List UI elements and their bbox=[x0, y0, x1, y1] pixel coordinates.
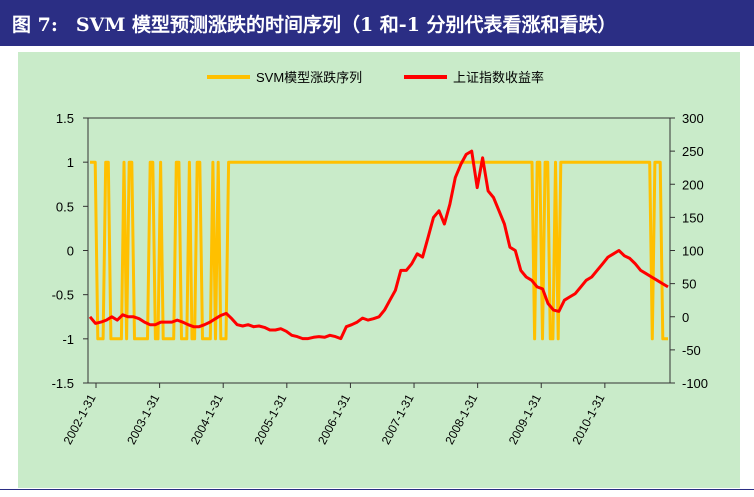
left-axis-tick-label: 0.5 bbox=[56, 199, 74, 214]
x-axis-tick-label: 2003-1-31 bbox=[124, 392, 162, 447]
svm-series-line bbox=[90, 160, 668, 341]
left-axis-tick-label: 0 bbox=[67, 244, 74, 259]
x-axis-tick-label: 2008-1-31 bbox=[442, 392, 480, 447]
right-axis-tick-label: 100 bbox=[682, 244, 704, 259]
x-axis-tick-label: 2007-1-31 bbox=[379, 392, 417, 447]
left-axis-tick-label: -0.5 bbox=[52, 288, 74, 303]
figure-title: SVM 模型预测涨跌的时间序列（1 和-1 分别代表看涨和看跌） bbox=[75, 13, 617, 36]
x-axis-tick-label: 2009-1-31 bbox=[506, 392, 544, 447]
x-axis-tick-label: 2006-1-31 bbox=[315, 392, 353, 447]
right-axis-tick-label: 250 bbox=[682, 144, 704, 159]
x-axis-tick-label: 2002-1-31 bbox=[61, 392, 99, 447]
right-axis-tick-label: 0 bbox=[682, 310, 689, 325]
x-axis-tick-label: 2004-1-31 bbox=[188, 392, 226, 447]
right-axis-tick-label: 300 bbox=[682, 111, 704, 126]
right-axis-tick-label: -100 bbox=[682, 376, 708, 391]
right-axis-tick-label: 150 bbox=[682, 210, 704, 225]
figure-label: 图 7: bbox=[12, 13, 58, 36]
x-axis-tick-label: 2010-1-31 bbox=[569, 392, 607, 447]
right-axis-tick-label: -50 bbox=[682, 343, 701, 358]
right-axis-tick-label: 50 bbox=[682, 277, 696, 292]
chart-svg: 1.5 1 0.5 0 -0.5 -1 -1.5 300 250 200 150 100 50 0 -50 -… bbox=[52, 70, 708, 447]
legend-label-return: 上证指数收益率 bbox=[453, 70, 544, 85]
right-axis-tick-label: 200 bbox=[682, 177, 704, 192]
legend-label-svm: SVM模型涨跌序列 bbox=[256, 70, 362, 85]
left-axis-tick-label: 1 bbox=[67, 155, 74, 170]
chart-area: 1.5 1 0.5 0 -0.5 -1 -1.5 300 250 200 150 100 50 0 -50 -… bbox=[18, 52, 740, 488]
x-axis-tick-label: 2005-1-31 bbox=[251, 392, 289, 447]
figure-title-bar: 图 7: SVM 模型预测涨跌的时间序列（1 和-1 分别代表看涨和看跌） bbox=[0, 0, 754, 46]
left-axis-tick-label: -1.5 bbox=[52, 376, 74, 391]
bottom-rule bbox=[0, 489, 754, 490]
left-axis-tick-label: -1 bbox=[62, 332, 74, 347]
return-series-line bbox=[88, 149, 669, 341]
left-axis-tick-label: 1.5 bbox=[56, 111, 74, 126]
